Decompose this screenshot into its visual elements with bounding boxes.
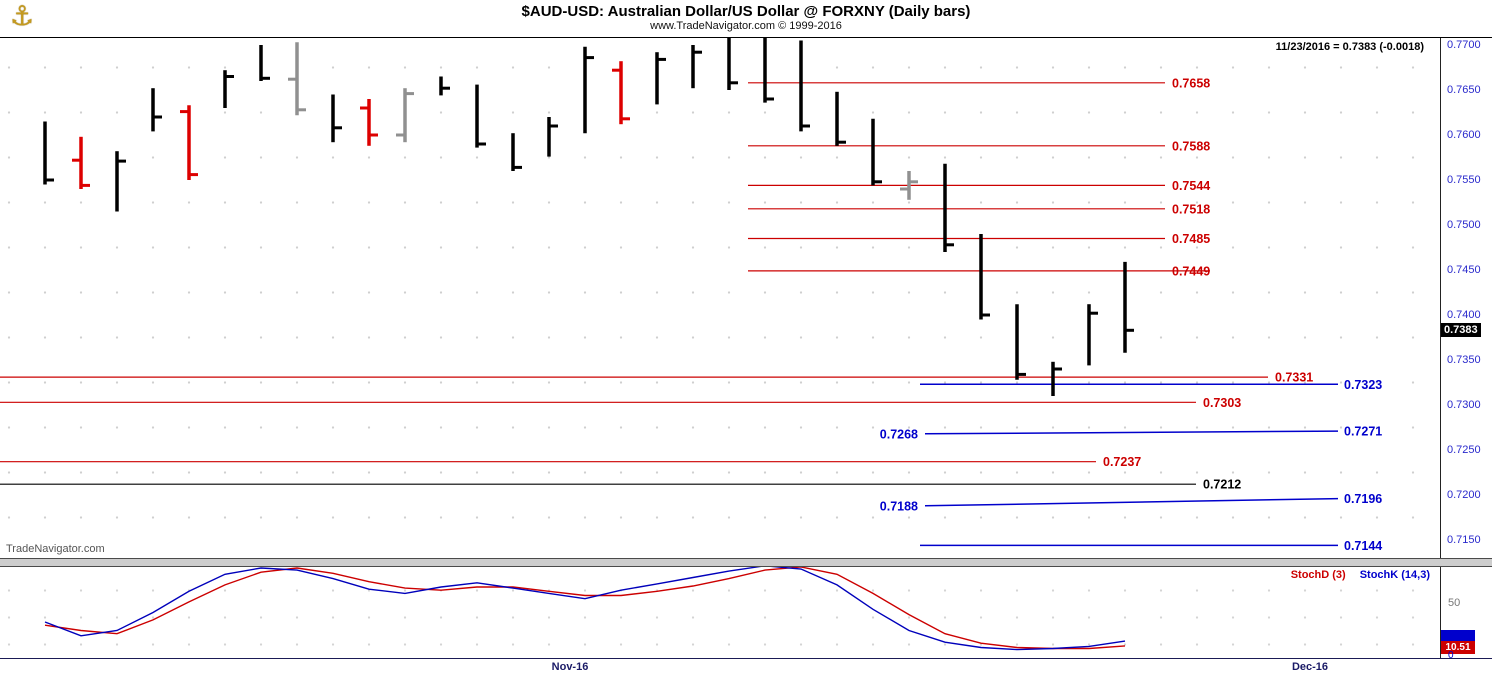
stoch-d-legend-label[interactable]: StochD (3) — [1290, 569, 1346, 581]
price-axis[interactable] — [1440, 38, 1492, 658]
price-level-label: 0.7588 — [1172, 139, 1210, 153]
trend-line-right-label: 0.7144 — [1344, 539, 1382, 553]
latest-quote: 11/23/2016 = 0.7383 (-0.0018) — [1275, 41, 1424, 53]
time-axis-label: Nov-16 — [551, 661, 589, 673]
last-price-badge: 0.7383 — [1441, 323, 1481, 338]
stoch-group — [44, 566, 1126, 651]
time-axis[interactable] — [0, 658, 1492, 677]
stoch-d-value-badge: 10.51 — [1441, 641, 1475, 654]
chart-header: ⚓ $AUD-USD: Australian Dollar/US Dollar … — [0, 0, 1492, 38]
price-level-label: 0.7303 — [1203, 396, 1241, 410]
price-axis-tick: 0.7550 — [1447, 174, 1481, 186]
trend-line-right-label: 0.7271 — [1344, 425, 1382, 439]
price-level-label: 0.7212 — [1203, 478, 1241, 492]
trend-line-left-label: 0.7268 — [880, 427, 918, 441]
trend-line — [924, 430, 1339, 435]
price-axis-tick: 0.7700 — [1447, 39, 1481, 51]
trend-line-right-label: 0.7323 — [1344, 378, 1382, 392]
price-level-label: 0.7237 — [1103, 455, 1141, 469]
stoch-chart-area[interactable] — [0, 567, 1440, 657]
chart-title: $AUD-USD: Australian Dollar/US Dollar @ … — [521, 3, 971, 20]
price-level-label: 0.7449 — [1172, 264, 1210, 278]
price-axis-tick: 0.7350 — [1447, 354, 1481, 366]
price-axis-tick: 0.7250 — [1447, 444, 1481, 456]
trend-line — [924, 497, 1339, 507]
price-axis-tick: 0.7600 — [1447, 129, 1481, 141]
price-axis-tick: 0.7650 — [1447, 84, 1481, 96]
stoch-k-line — [44, 566, 1126, 651]
price-axis-tick: 0.7400 — [1447, 309, 1481, 321]
time-axis-label: Dec-16 — [1291, 661, 1329, 673]
level-label-group: 0.7658 0.7588 0.7544 0.7518 0.7485 0.7449 0.73… — [880, 76, 1383, 553]
price-axis-tick: 0.7500 — [1447, 219, 1481, 231]
stoch-k-legend-label[interactable]: StochK (14,3) — [1359, 569, 1430, 581]
price-axis-tick: 0.7300 — [1447, 399, 1481, 411]
price-level-label: 0.7658 — [1172, 76, 1210, 90]
anchor-logo-icon: ⚓ — [10, 1, 35, 31]
stoch-d-line — [44, 566, 1126, 650]
price-level-label: 0.7331 — [1275, 371, 1313, 385]
trend-line-right-label: 0.7196 — [1344, 492, 1382, 506]
panel-divider[interactable] — [0, 558, 1492, 567]
stoch-k-value-badge — [1441, 630, 1475, 641]
chart-subtitle: www.TradeNavigator.com © 1999-2016 — [650, 20, 842, 32]
price-axis-tick: 0.7450 — [1447, 264, 1481, 276]
price-level-label: 0.7518 — [1172, 202, 1210, 216]
watermark: TradeNavigator.com — [6, 543, 105, 555]
main-chart-group — [0, 38, 1339, 547]
price-level-label: 0.7485 — [1172, 232, 1210, 246]
price-level-label: 0.7544 — [1172, 179, 1210, 193]
stoch-zero-tick: 0 — [1448, 650, 1454, 661]
price-chart-area[interactable] — [0, 38, 1440, 558]
price-axis-tick: 0.7150 — [1447, 534, 1481, 546]
price-axis-tick: 0.7200 — [1447, 489, 1481, 501]
stoch-legend: StochD (3) StochK (14,3) — [1291, 569, 1430, 581]
trend-line-left-label: 0.7188 — [880, 499, 918, 513]
stoch-mid-tick: 50 — [1448, 597, 1461, 609]
